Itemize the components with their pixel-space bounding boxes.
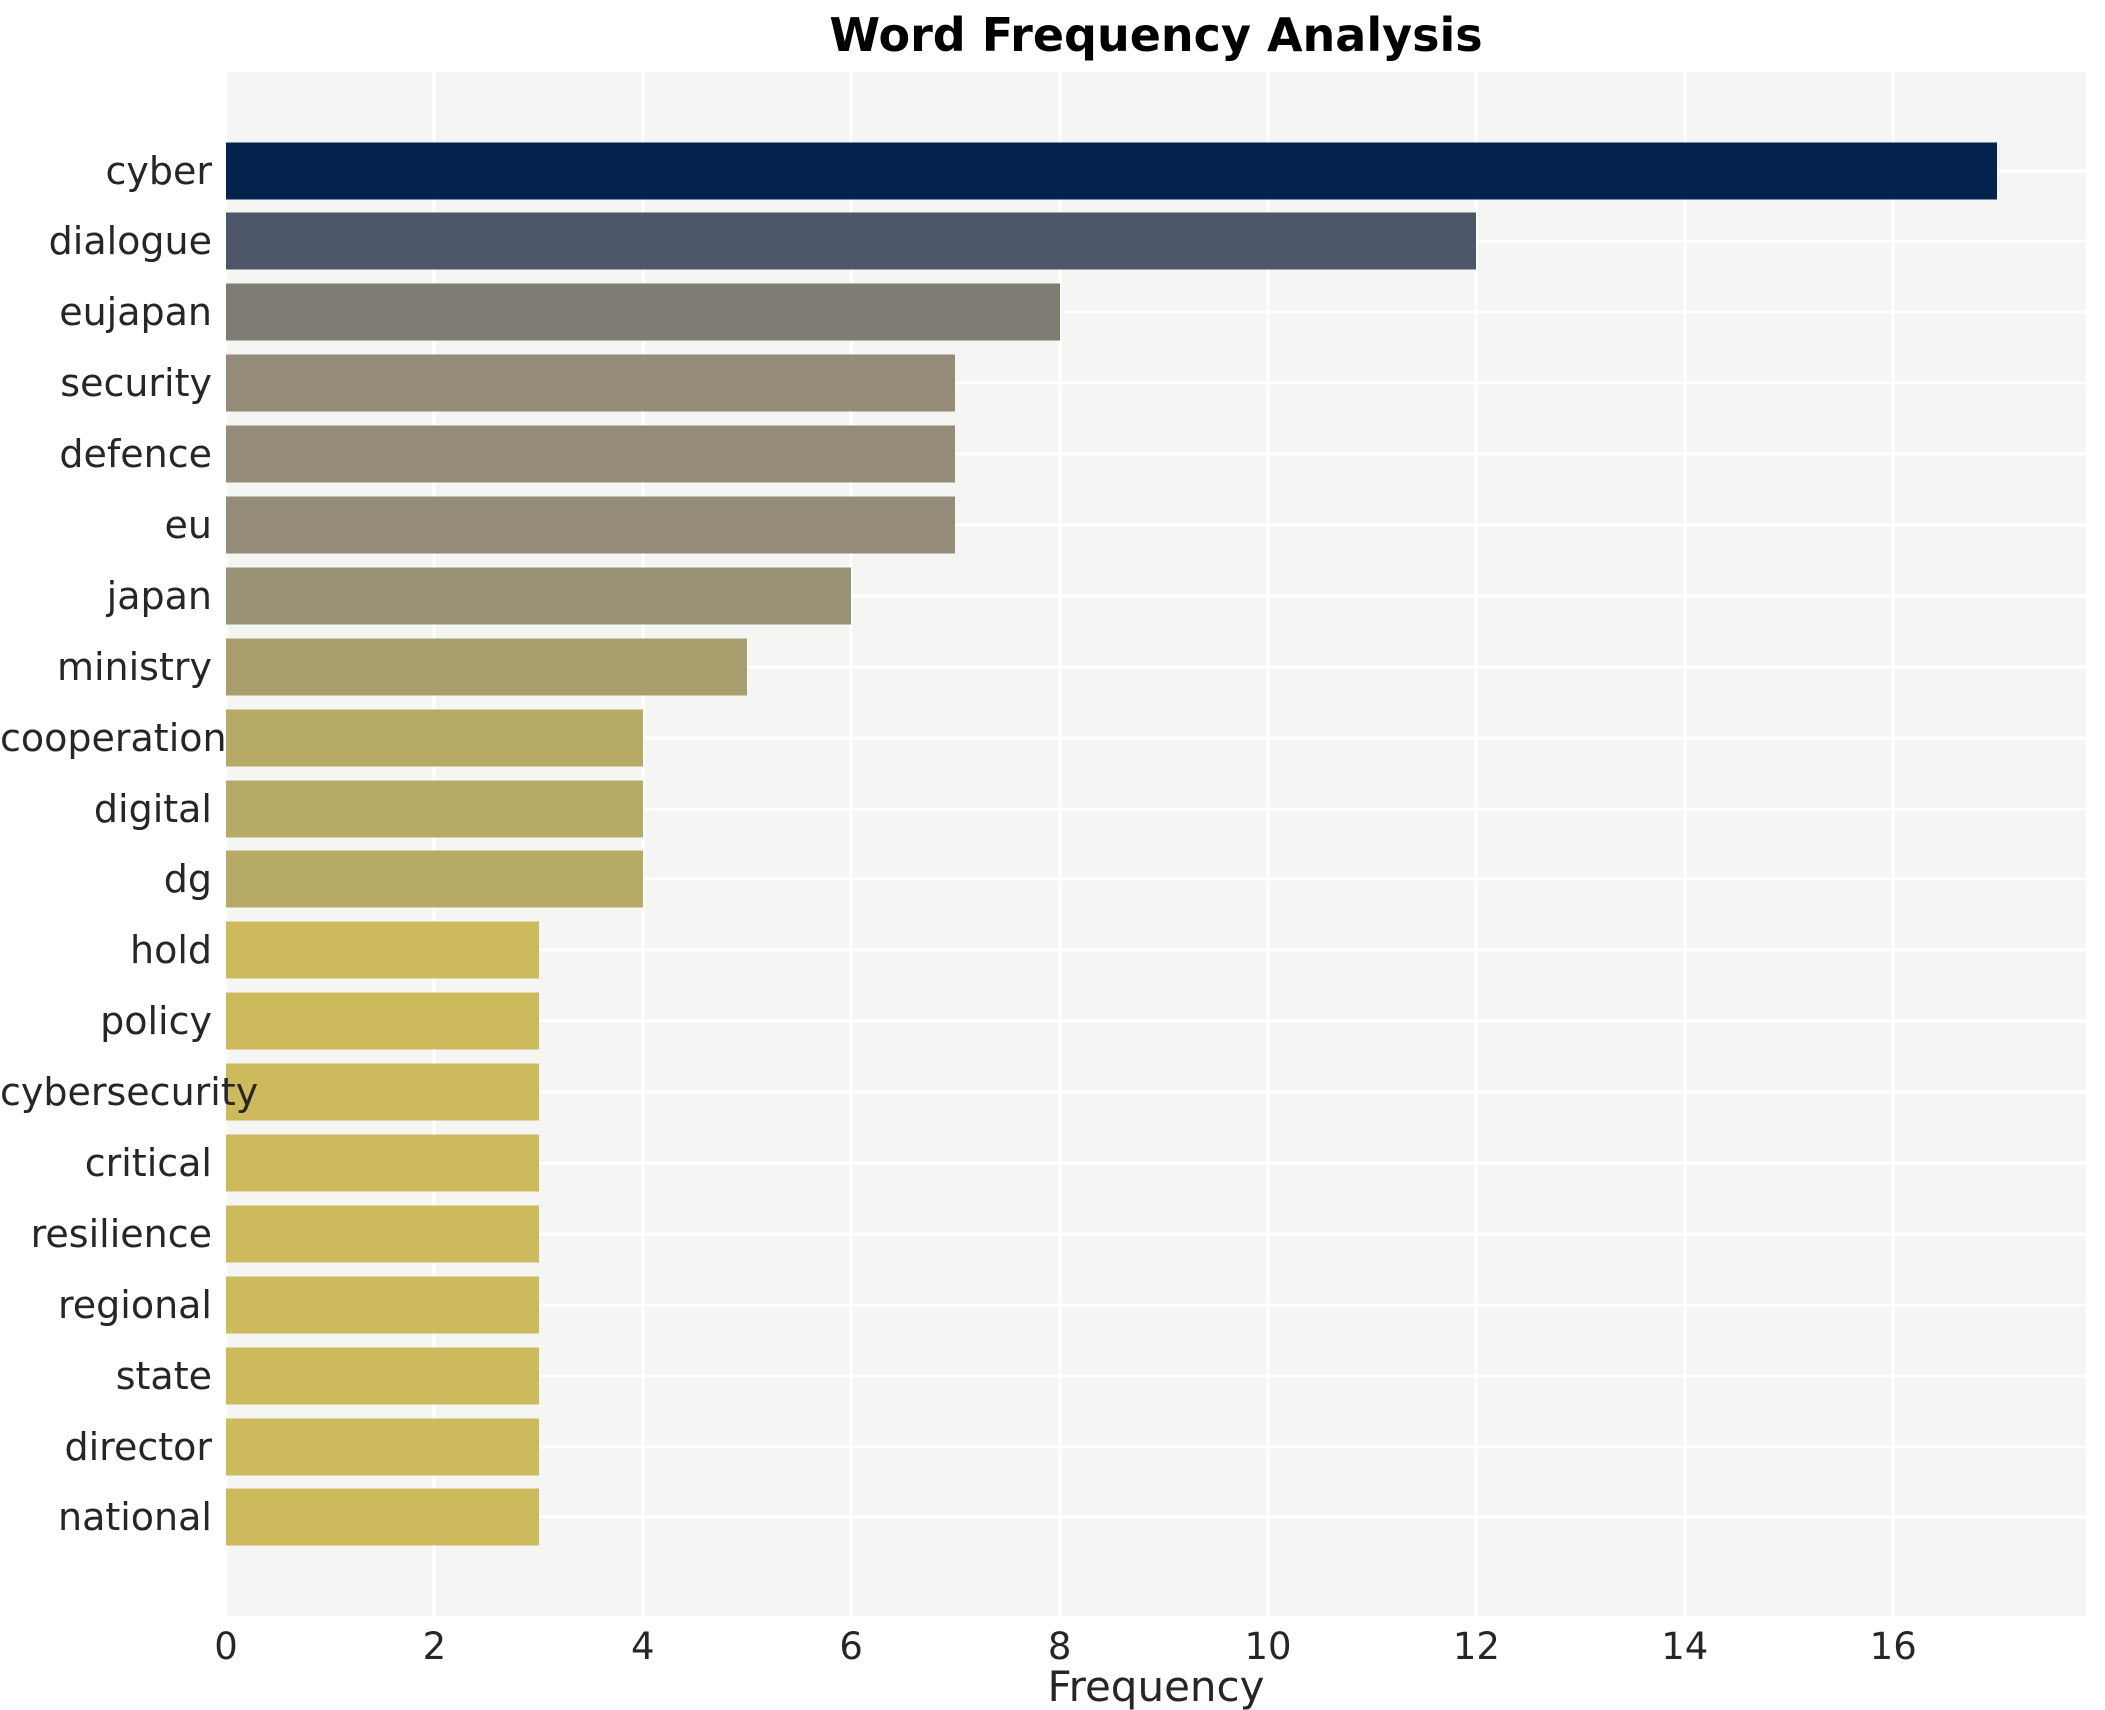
x-tick-label-14: 14 [1661, 1625, 1709, 1668]
chart-title: Word Frequency Analysis [829, 8, 1483, 62]
y-gridline [226, 594, 2086, 598]
y-gridline [226, 1232, 2086, 1236]
x-gridline [432, 72, 436, 1616]
bar-state [226, 1347, 539, 1405]
y-tick-label-ministry: ministry [56, 644, 212, 689]
y-gridline [226, 948, 2086, 952]
y-gridline [226, 523, 2086, 527]
y-gridline [226, 310, 2086, 314]
y-tick-label-national: national [57, 1495, 212, 1540]
y-gridline [226, 736, 2086, 740]
bar-national [226, 1488, 539, 1546]
y-gridline [226, 1515, 2086, 1519]
bar-eujapan [226, 283, 1060, 341]
y-tick-label-hold: hold [129, 928, 212, 973]
bar-defence [226, 425, 956, 483]
x-gridline [1683, 72, 1687, 1616]
y-tick-label-dialogue: dialogue [48, 219, 212, 264]
bar-cooperation [226, 709, 643, 767]
y-gridline [226, 1445, 2086, 1449]
x-gridline [224, 72, 228, 1616]
y-tick-label-regional: regional [57, 1282, 212, 1327]
bar-eu [226, 496, 956, 554]
y-tick-label-eu: eu [164, 502, 212, 547]
bar-resilience [226, 1205, 539, 1263]
x-tick-label-2: 2 [422, 1625, 447, 1668]
y-tick-label-cooperation: cooperation [0, 715, 227, 760]
bar-director [226, 1418, 539, 1476]
y-tick-label-defence: defence [59, 432, 212, 477]
bar-hold [226, 921, 539, 979]
x-axis-label: Frequency [1047, 1662, 1265, 1710]
bar-dialogue [226, 212, 1477, 270]
y-tick-label-eujapan: eujapan [59, 290, 212, 335]
bar-security [226, 354, 956, 412]
bar-digital [226, 780, 643, 838]
bar-dg [226, 850, 643, 908]
bar-ministry [226, 638, 747, 696]
x-gridline [1474, 72, 1478, 1616]
x-tick-label-16: 16 [1869, 1625, 1917, 1668]
x-tick-label-8: 8 [1047, 1625, 1072, 1668]
y-gridline [226, 452, 2086, 456]
x-gridline [1891, 72, 1895, 1616]
x-tick-label-10: 10 [1244, 1625, 1292, 1668]
y-gridline [226, 665, 2086, 669]
y-tick-label-policy: policy [100, 999, 212, 1044]
y-gridline [226, 381, 2086, 385]
x-gridline [849, 72, 853, 1616]
y-gridline [226, 1161, 2086, 1165]
y-tick-label-state: state [115, 1353, 212, 1398]
bar-regional [226, 1276, 539, 1334]
y-tick-label-dg: dg [163, 857, 212, 902]
plot-area [224, 72, 2086, 1616]
x-tick-label-4: 4 [631, 1625, 655, 1668]
bar-japan [226, 567, 852, 625]
y-tick-label-security: security [60, 361, 212, 406]
y-gridline [226, 877, 2086, 881]
y-tick-label-cybersecurity: cybersecurity [0, 1070, 259, 1115]
y-gridline [226, 1019, 2086, 1023]
y-gridline [226, 1374, 2086, 1378]
x-tick-label-6: 6 [839, 1625, 863, 1668]
bar-policy [226, 992, 539, 1050]
y-tick-label-director: director [64, 1424, 212, 1469]
x-gridline [641, 72, 645, 1616]
x-gridline [1058, 72, 1062, 1616]
x-tick-label-0: 0 [214, 1625, 238, 1668]
y-gridline [226, 1090, 2086, 1094]
y-tick-label-digital: digital [93, 786, 212, 831]
bar-cybersecurity [226, 1063, 539, 1121]
y-tick-label-resilience: resilience [30, 1211, 212, 1256]
y-tick-label-japan: japan [106, 573, 212, 618]
y-gridline [226, 1303, 2086, 1307]
y-tick-label-critical: critical [84, 1141, 212, 1185]
x-gridline [1266, 72, 1270, 1616]
bar-cyber [226, 142, 1998, 200]
y-tick-label-cyber: cyber [105, 148, 212, 193]
y-gridline [226, 807, 2086, 811]
x-tick-label-12: 12 [1452, 1625, 1500, 1668]
bar-critical [226, 1134, 539, 1192]
